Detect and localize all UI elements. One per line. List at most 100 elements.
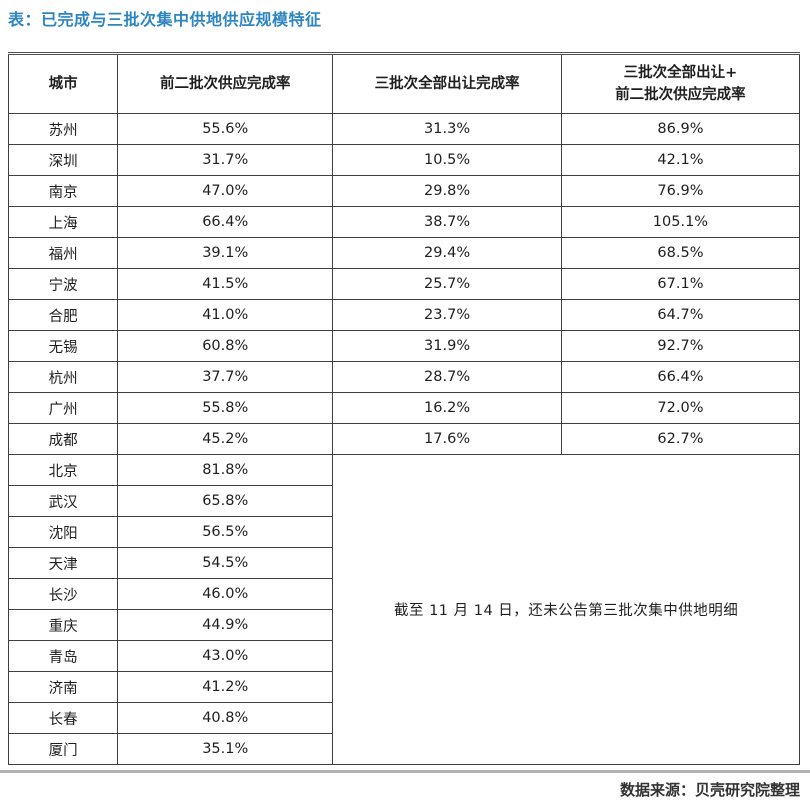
pre-two-batches-cell: 47.0% bbox=[117, 175, 334, 207]
pre-two-batches-cell: 55.6% bbox=[117, 113, 334, 145]
table-title: 表：已完成与三批次集中供地供应规模特征 bbox=[8, 10, 322, 29]
header-pre-two-batches: 前二批次供应完成率 bbox=[117, 53, 334, 114]
third-batch-cell: 28.7% bbox=[332, 361, 562, 393]
city-cell: 沈阳 bbox=[7, 516, 119, 548]
pre-two-batches-cell: 40.8% bbox=[117, 702, 334, 734]
note-cell: 截至 11 月 14 日，还未公告第三批次集中供地明细 bbox=[332, 454, 800, 765]
pre-two-batches-cell: 39.1% bbox=[117, 237, 334, 269]
table-row: 南京 47.0% 29.8% 76.9% bbox=[7, 175, 801, 207]
table-row: 成都 45.2% 17.6% 62.7% bbox=[7, 423, 801, 455]
combined-cell: 72.0% bbox=[560, 392, 801, 424]
combined-cell: 68.5% bbox=[560, 237, 801, 269]
header-row: 城市 前二批次供应完成率 三批次全部出让完成率 三批次全部出让+ 前二批次供应完… bbox=[7, 53, 801, 114]
table-row: 长春 40.8% bbox=[7, 702, 800, 734]
city-cell: 无锡 bbox=[7, 330, 119, 362]
table-body: 苏州 55.6% 31.3% 86.9% 深圳 31.7% 10.5% 42.1% 南京 47.0… bbox=[7, 113, 801, 765]
city-cell: 长沙 bbox=[7, 578, 119, 610]
city-cell: 福州 bbox=[7, 237, 119, 269]
third-batch-cell: 10.5% bbox=[332, 144, 562, 176]
city-cell: 苏州 bbox=[7, 113, 119, 145]
table-row: 厦门 35.1% bbox=[7, 733, 800, 765]
pre-two-batches-cell: 41.2% bbox=[117, 671, 334, 703]
pre-two-batches-cell: 81.8% bbox=[117, 454, 334, 486]
combined-cell: 42.1% bbox=[560, 144, 801, 176]
footer-divider bbox=[0, 770, 810, 773]
city-cell: 上海 bbox=[7, 206, 119, 238]
combined-cell: 92.7% bbox=[560, 330, 801, 362]
city-cell: 北京 bbox=[7, 454, 119, 486]
pre-two-batches-cell: 41.0% bbox=[117, 299, 334, 331]
header-city: 城市 bbox=[7, 53, 119, 114]
pre-two-batches-cell: 43.0% bbox=[117, 640, 334, 672]
city-cell: 南京 bbox=[7, 175, 119, 207]
combined-cell: 66.4% bbox=[560, 361, 801, 393]
combined-cell: 64.7% bbox=[560, 299, 801, 331]
combined-cell: 105.1% bbox=[560, 206, 801, 238]
city-cell: 重庆 bbox=[7, 609, 119, 641]
combined-cell: 76.9% bbox=[560, 175, 801, 207]
third-batch-cell: 31.9% bbox=[332, 330, 562, 362]
pre-two-batches-cell: 44.9% bbox=[117, 609, 334, 641]
city-cell: 长春 bbox=[7, 702, 119, 734]
table-row: 长沙 46.0% bbox=[7, 578, 800, 610]
third-batch-cell: 29.8% bbox=[332, 175, 562, 207]
header-combined: 三批次全部出让+ 前二批次供应完成率 bbox=[560, 53, 801, 114]
land-supply-table: 城市 前二批次供应完成率 三批次全部出让完成率 三批次全部出让+ 前二批次供应完… bbox=[7, 52, 801, 765]
table-row: 福州 39.1% 29.4% 68.5% bbox=[7, 237, 801, 269]
table-row: 深圳 31.7% 10.5% 42.1% bbox=[7, 144, 801, 176]
third-batch-cell: 31.3% bbox=[332, 113, 562, 145]
pre-two-batches-cell: 37.7% bbox=[117, 361, 334, 393]
city-cell: 宁波 bbox=[7, 268, 119, 300]
table-row: 苏州 55.6% 31.3% 86.9% bbox=[7, 113, 801, 145]
city-cell: 济南 bbox=[7, 671, 119, 703]
table-row: 合肥 41.0% 23.7% 64.7% bbox=[7, 299, 801, 331]
pre-two-batches-cell: 66.4% bbox=[117, 206, 334, 238]
table-row: 广州 55.8% 16.2% 72.0% bbox=[7, 392, 801, 424]
combined-cell: 86.9% bbox=[560, 113, 801, 145]
combined-cell: 67.1% bbox=[560, 268, 801, 300]
pre-two-batches-cell: 46.0% bbox=[117, 578, 334, 610]
third-batch-cell: 38.7% bbox=[332, 206, 562, 238]
pre-two-batches-cell: 56.5% bbox=[117, 516, 334, 548]
city-cell: 武汉 bbox=[7, 485, 119, 517]
pre-two-batches-cell: 54.5% bbox=[117, 547, 334, 579]
header-combined-line2: 前二批次供应完成率 bbox=[615, 87, 746, 103]
city-cell: 广州 bbox=[7, 392, 119, 424]
table-row: 宁波 41.5% 25.7% 67.1% bbox=[7, 268, 801, 300]
city-cell: 厦门 bbox=[7, 733, 119, 765]
city-cell: 深圳 bbox=[7, 144, 119, 176]
third-batch-cell: 23.7% bbox=[332, 299, 562, 331]
pre-two-batches-cell: 55.8% bbox=[117, 392, 334, 424]
city-cell: 合肥 bbox=[7, 299, 119, 331]
city-cell: 成都 bbox=[7, 423, 119, 455]
third-batch-cell: 16.2% bbox=[332, 392, 562, 424]
third-batch-cell: 25.7% bbox=[332, 268, 562, 300]
data-source-note: 数据来源：贝壳研究院整理 bbox=[619, 781, 800, 799]
table-header: 城市 前二批次供应完成率 三批次全部出让完成率 三批次全部出让+ 前二批次供应完… bbox=[7, 53, 801, 114]
table-row: 上海 66.4% 38.7% 105.1% bbox=[7, 206, 801, 238]
pre-two-batches-cell: 45.2% bbox=[117, 423, 334, 455]
city-cell: 天津 bbox=[7, 547, 119, 579]
third-batch-cell: 29.4% bbox=[332, 237, 562, 269]
pre-two-batches-cell: 41.5% bbox=[117, 268, 334, 300]
third-batch-cell: 17.6% bbox=[332, 423, 562, 455]
table-row: 天津 54.5% bbox=[7, 547, 800, 579]
header-third-batch: 三批次全部出让完成率 bbox=[332, 53, 562, 114]
pre-two-batches-cell: 35.1% bbox=[117, 733, 334, 765]
table-row: 武汉 65.8% bbox=[7, 485, 800, 517]
table-row: 青岛 43.0% bbox=[7, 640, 800, 672]
pre-two-batches-cell: 31.7% bbox=[117, 144, 334, 176]
table-row: 无锡 60.8% 31.9% 92.7% bbox=[7, 330, 801, 362]
table-row: 重庆 44.9% bbox=[7, 609, 800, 641]
combined-cell: 62.7% bbox=[560, 423, 801, 455]
table-row: 沈阳 56.5% bbox=[7, 516, 800, 548]
city-cell: 杭州 bbox=[7, 361, 119, 393]
table-row: 杭州 37.7% 28.7% 66.4% bbox=[7, 361, 801, 393]
table-container: 城市 前二批次供应完成率 三批次全部出让完成率 三批次全部出让+ 前二批次供应完… bbox=[7, 52, 801, 765]
header-combined-line1: 三批次全部出让+ bbox=[623, 64, 738, 81]
table-row: 济南 41.2% bbox=[7, 671, 800, 703]
pre-two-batches-cell: 65.8% bbox=[117, 485, 334, 517]
city-cell: 青岛 bbox=[7, 640, 119, 672]
pre-two-batches-cell: 60.8% bbox=[117, 330, 334, 362]
